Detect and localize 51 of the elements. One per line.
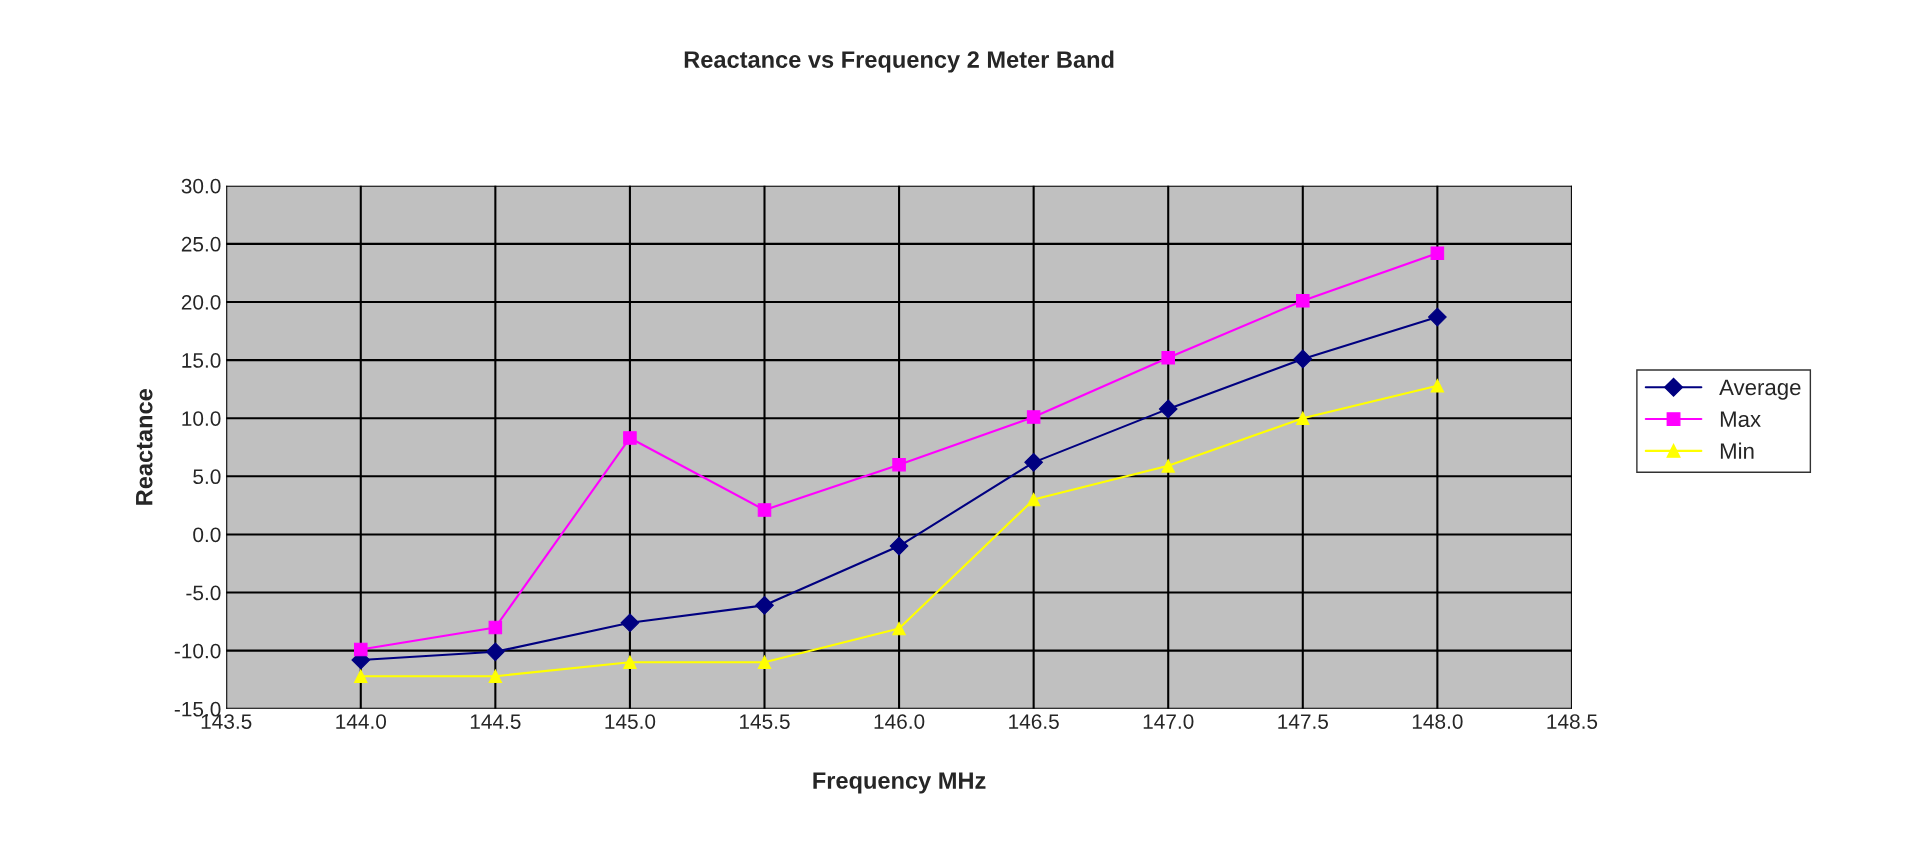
x-tick-label: 144.0 <box>336 714 387 729</box>
point <box>1026 492 1041 507</box>
point <box>757 503 772 517</box>
legend-label: Min <box>1720 442 1754 459</box>
point <box>1161 351 1175 365</box>
x-tick-label: 146.0 <box>874 714 925 729</box>
x-tick-label: 144.5 <box>470 714 521 729</box>
point <box>1296 411 1310 425</box>
point <box>1428 307 1447 327</box>
point <box>757 655 772 670</box>
y-tick-label: 20.0 <box>181 294 221 310</box>
y-tick-label: -10.0 <box>174 643 221 659</box>
point <box>620 613 640 633</box>
point <box>623 655 637 670</box>
y-tick-label: 5.0 <box>193 469 221 485</box>
x-tick-label: 145.5 <box>740 714 790 729</box>
point <box>1158 399 1178 419</box>
y-tick-label: 30.0 <box>181 178 221 194</box>
x-tick-label: 148.0 <box>1412 714 1463 729</box>
x-tick-label: 148.5 <box>1547 714 1598 729</box>
y-tick-label: -5.0 <box>186 585 221 601</box>
x-axis-title: Frequency MHz <box>813 772 986 794</box>
x-tick-label: 146.5 <box>1009 714 1059 729</box>
point <box>1026 410 1041 424</box>
point <box>354 669 368 683</box>
legend-label: Max <box>1720 411 1761 428</box>
point <box>1024 453 1043 472</box>
y-tick-label: 25.0 <box>181 236 221 252</box>
point <box>623 431 637 445</box>
point <box>755 595 774 615</box>
x-tick-label: 145.0 <box>605 714 656 729</box>
y-tick-label: 15.0 <box>182 353 221 368</box>
point <box>892 457 906 472</box>
x-tick-label: 147.5 <box>1278 714 1328 729</box>
point <box>485 642 505 662</box>
x-tick-label: 147.0 <box>1143 714 1194 729</box>
point <box>488 620 503 635</box>
point <box>354 642 368 657</box>
y-tick-label: 10.0 <box>182 411 221 426</box>
point <box>1430 378 1445 393</box>
y-axis-title: Reactance <box>136 389 153 505</box>
point <box>1161 459 1175 473</box>
point <box>889 536 909 556</box>
point <box>1430 246 1445 260</box>
point <box>892 621 906 636</box>
point <box>1296 294 1310 308</box>
point <box>1293 349 1313 369</box>
legend-label: Average <box>1719 379 1801 400</box>
chart-title: Reactance vs Frequency 2 Meter Band <box>684 50 1114 73</box>
y-tick-label: 0.0 <box>193 527 221 543</box>
point <box>488 669 503 683</box>
